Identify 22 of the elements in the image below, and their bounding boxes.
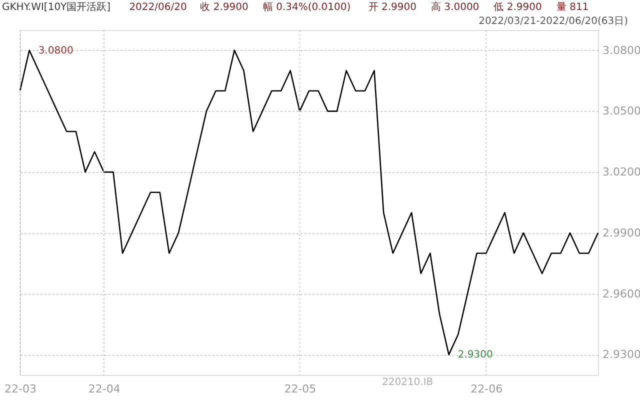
x-tick-label: 22-04 (88, 382, 120, 396)
y-tick-label: 2.9900 (602, 226, 640, 240)
text: 低 2.9900 (494, 2, 542, 13)
text: 开 2.9900 (368, 2, 416, 13)
x-tick-label: 22-03 (4, 382, 36, 396)
y-tick-label: 2.9600 (602, 287, 640, 300)
text: 量 811 (556, 2, 589, 13)
x-tick-label: 22-05 (284, 382, 316, 396)
y-tick-label: 3.0500 (602, 104, 640, 118)
text: 幅 0.34%(0.0100) (262, 1, 351, 13)
chart-subtitle: 2022/03/21-2022/06/20(63日) (478, 16, 628, 27)
chart-title: GKHY.WI[10Y国开活跃] (2, 1, 111, 13)
y-tick-label: 3.0200 (602, 166, 640, 179)
y-tick-label: 3.0800 (602, 44, 640, 57)
text: 高 3.0000 (431, 1, 480, 13)
text: 220210.IB (382, 377, 434, 388)
text: 收 2.9900 (200, 2, 248, 13)
y-tick-label: 2.9300 (602, 348, 640, 362)
text: 2022/06/20 (129, 2, 187, 13)
x-tick-label: 22-06 (470, 382, 503, 396)
annotation: 2.9300 (458, 350, 493, 361)
annotation: 3.0800 (38, 45, 74, 56)
